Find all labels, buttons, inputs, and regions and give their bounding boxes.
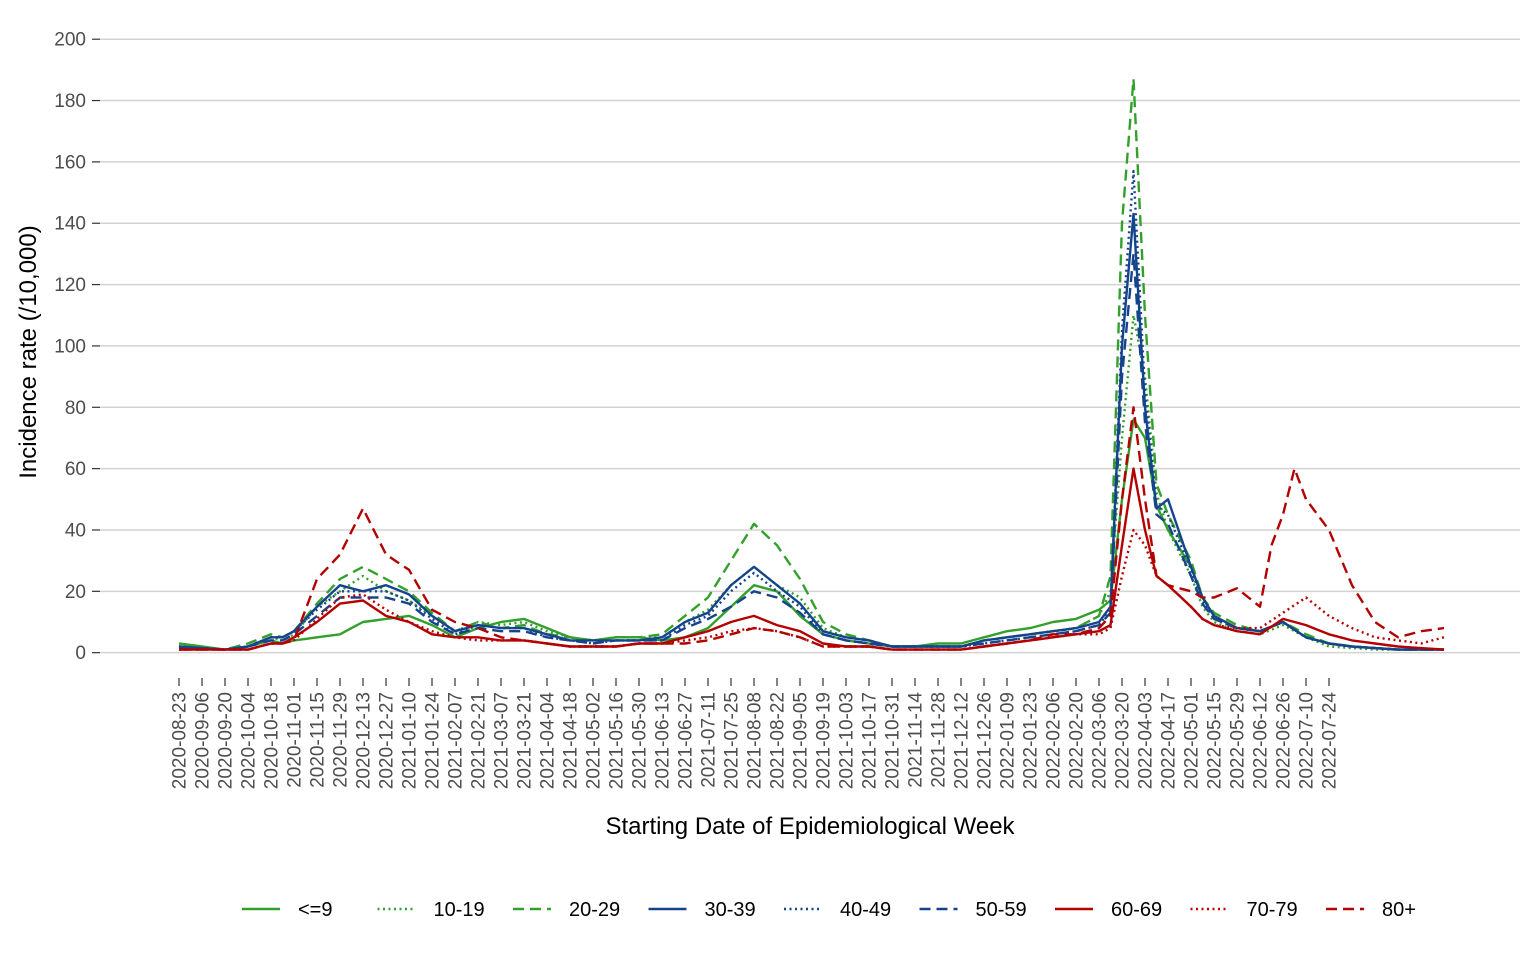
- x-tick-label: 2022-06-12: [1251, 692, 1272, 789]
- y-tick-label: 0: [75, 643, 86, 664]
- x-tick-label: 2021-07-25: [722, 692, 743, 789]
- x-tick-label: 2022-01-09: [998, 692, 1019, 789]
- y-axis: 0 20 40 60 80 100 120 140 160 180 200: [54, 30, 100, 664]
- y-tick-label: 20: [65, 582, 86, 603]
- x-tick-label: 2022-07-10: [1297, 692, 1318, 789]
- legend-label: <=9: [298, 899, 332, 921]
- y-tick-label: 40: [65, 520, 86, 541]
- x-tick-label: 2021-01-10: [400, 692, 421, 789]
- x-tick-label: 2020-11-29: [331, 692, 352, 788]
- x-tick-label: 2022-07-24: [1320, 692, 1341, 790]
- y-tick-label: 200: [54, 30, 86, 51]
- x-tick-label: 2022-04-03: [1136, 692, 1157, 789]
- series-line-40-49: [178, 169, 1444, 651]
- x-tick-label: 2021-05-02: [584, 692, 605, 789]
- x-tick-label: 2022-02-20: [1067, 692, 1088, 789]
- legend-label: 40-49: [840, 899, 891, 921]
- x-tick-label: 2021-09-19: [814, 692, 835, 789]
- x-tick-label: 2022-06-26: [1274, 692, 1295, 789]
- x-tick-label: 2022-01-23: [1021, 692, 1042, 789]
- legend-label: 20-29: [569, 899, 620, 921]
- series-line-70-79: [179, 528, 1445, 651]
- x-tick-label: 2022-02-06: [1044, 692, 1065, 789]
- x-tick-label: 2020-10-04: [239, 692, 260, 790]
- x-tick-label: 2021-04-04: [538, 692, 559, 790]
- legend-label: 70-79: [1247, 899, 1298, 921]
- x-tick-label: 2021-10-03: [837, 692, 858, 789]
- x-tick-label: 2021-02-07: [446, 692, 467, 789]
- x-axis-title: Starting Date of Epidemiological Week: [605, 813, 1015, 840]
- y-tick-label: 80: [65, 398, 86, 419]
- x-tick-label: 2021-07-11: [699, 692, 720, 788]
- x-tick-label: 2021-06-27: [676, 692, 697, 789]
- x-tick-label: 2020-09-20: [216, 692, 237, 789]
- x-tick-label: 2021-11-14: [906, 692, 927, 788]
- x-tick-label: 2021-01-24: [423, 692, 444, 790]
- x-tick-label: 2021-08-22: [768, 692, 789, 789]
- x-tick-label: 2020-09-06: [193, 692, 214, 789]
- x-tick-label: 2021-11-28: [929, 692, 950, 788]
- x-tick-label: 2020-11-15: [308, 692, 329, 788]
- x-tick-label: 2021-04-18: [561, 692, 582, 789]
- gridlines: [100, 38, 1520, 654]
- x-tick-label: 2021-12-26: [975, 692, 996, 789]
- x-axis: 2020-08-23 2020-09-06 2020-09-20 2020-10-04…: [170, 678, 1341, 789]
- y-tick-label: 180: [54, 91, 86, 112]
- x-tick-label: 2022-05-29: [1228, 692, 1249, 789]
- legend-label: 80+: [1382, 899, 1416, 921]
- y-tick-label: 100: [54, 336, 86, 357]
- x-tick-label: 2021-10-31: [883, 692, 904, 789]
- x-tick-label: 2021-10-17: [860, 692, 881, 789]
- legend-label: 60-69: [1111, 899, 1162, 921]
- legend: <=9 10-19 20-29 30-39 40-49 50-59 60-69 70-79 80…: [242, 899, 1416, 921]
- x-tick-label: 2020-12-27: [377, 692, 398, 789]
- series-line-80: [179, 406, 1445, 651]
- legend-label: 10-19: [434, 899, 485, 921]
- x-tick-label: 2021-02-21: [469, 692, 490, 789]
- x-tick-label: 2022-05-01: [1182, 692, 1203, 789]
- x-tick-label: 2021-03-07: [492, 692, 513, 789]
- legend-label: 30-39: [705, 899, 756, 921]
- x-tick-label: 2022-03-06: [1090, 692, 1111, 789]
- x-tick-label: 2021-06-13: [653, 692, 674, 789]
- x-tick-label: 2020-10-18: [262, 692, 283, 789]
- x-tick-label: 2022-03-20: [1113, 692, 1134, 789]
- x-tick-label: 2021-12-12: [952, 692, 973, 789]
- x-tick-label: 2020-12-13: [354, 692, 375, 789]
- series-line-10-19: [178, 314, 1444, 651]
- series-lines: [178, 77, 1445, 651]
- x-tick-label: 2022-05-15: [1205, 692, 1226, 789]
- x-tick-label: 2020-11-01: [285, 692, 306, 788]
- y-tick-label: 120: [54, 275, 86, 296]
- series-line-20-29: [178, 77, 1444, 651]
- y-tick-label: 160: [54, 152, 86, 173]
- x-tick-label: 2021-08-08: [745, 692, 766, 789]
- y-axis-title: Incidence rate (/10,000): [15, 225, 42, 479]
- series-line-30-39: [178, 212, 1444, 651]
- series-line-60-69: [179, 467, 1445, 651]
- legend-label: 50-59: [976, 899, 1027, 921]
- x-tick-label: 2021-03-21: [515, 692, 536, 789]
- x-tick-label: 2021-05-16: [607, 692, 628, 789]
- x-tick-label: 2022-04-17: [1159, 692, 1180, 789]
- series-line-9: [178, 418, 1444, 651]
- x-tick-label: 2021-05-30: [630, 692, 651, 789]
- x-tick-label: 2021-09-05: [791, 692, 812, 789]
- y-tick-label: 140: [54, 214, 86, 235]
- x-tick-label: 2020-08-23: [170, 692, 191, 789]
- y-tick-label: 60: [65, 459, 86, 480]
